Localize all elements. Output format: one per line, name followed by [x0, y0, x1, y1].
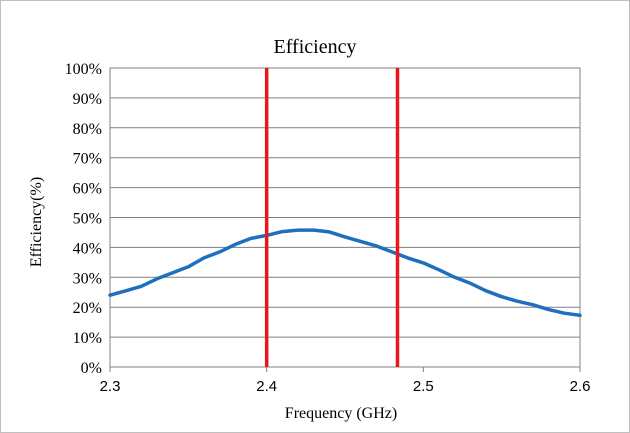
y-tick-label: 30%	[73, 270, 102, 287]
y-axis-label: Efficiency(%)	[28, 177, 45, 267]
y-tick-label: 0%	[81, 360, 102, 377]
y-tick-label: 70%	[73, 151, 102, 168]
x-tick-label: 2.5	[413, 378, 434, 395]
x-axis-label: Frequency (GHz)	[285, 405, 397, 422]
series-layer	[110, 230, 580, 315]
axes	[110, 68, 580, 372]
x-tick-label: 2.6	[570, 378, 591, 395]
grid-lines	[110, 68, 580, 367]
y-tick-label: 10%	[73, 330, 102, 347]
efficiency-series-line	[110, 230, 580, 315]
x-tick-label: 2.4	[256, 378, 277, 395]
y-tick-label: 90%	[73, 91, 102, 108]
x-tick-label: 2.3	[100, 378, 121, 395]
y-tick-label: 80%	[73, 121, 102, 138]
chart-title: Efficiency	[274, 36, 357, 58]
y-tick-label: 60%	[73, 181, 102, 198]
y-tick-label: 40%	[73, 240, 102, 257]
y-tick-label: 50%	[73, 211, 102, 228]
y-tick-label: 20%	[73, 300, 102, 317]
tick-labels: 0% 10% 20% 30% 40% 50% 60% 70% 80% 90% 100% 2.3 2.4 2…	[65, 61, 591, 395]
y-tick-label: 100%	[65, 61, 102, 78]
